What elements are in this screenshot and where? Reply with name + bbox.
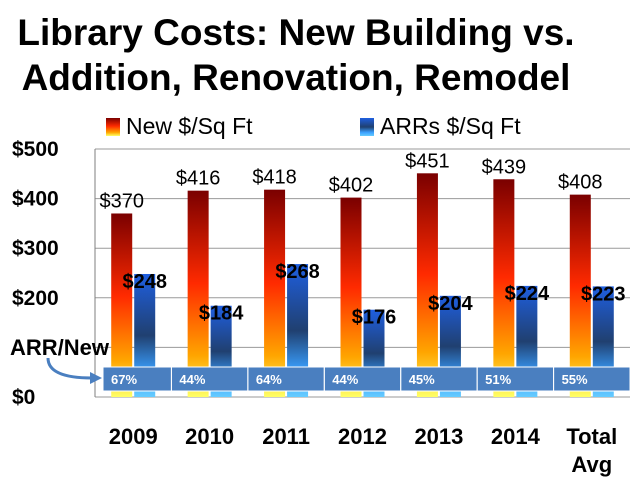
y-tick-label: $400 <box>12 188 59 211</box>
bar-new <box>187 190 209 397</box>
data-label-arr: $204 <box>428 293 473 315</box>
ratio-value: 45% <box>409 372 435 387</box>
data-label-new: $416 <box>176 168 221 190</box>
ratio-band: 67% 44% 64% 44% 45% 51% 55% <box>102 366 631 392</box>
data-label-arr: $184 <box>199 303 244 325</box>
ratio-cell <box>553 366 631 392</box>
ratio-value: 44% <box>332 372 358 387</box>
bar-new <box>569 194 591 397</box>
ratio-callout: ARR/New <box>10 335 110 384</box>
bar-new <box>416 173 438 397</box>
legend-swatch-new <box>106 118 120 136</box>
data-label-arr: $176 <box>352 307 397 329</box>
legend-label-arr: ARRs $/Sq Ft <box>380 113 521 139</box>
chart-title: Library Costs: New Building vs. Addition… <box>17 12 574 98</box>
x-tick-label: 2009 <box>109 424 158 449</box>
y-tick-label: $500 <box>12 138 59 161</box>
ratio-value: 44% <box>179 372 205 387</box>
bar-new <box>340 197 362 397</box>
x-tick-label: 2011 <box>262 424 310 449</box>
data-label-new: $370 <box>99 190 144 212</box>
data-label-arr: $268 <box>275 261 320 283</box>
data-label-new: $451 <box>405 150 450 172</box>
data-label-new: $402 <box>329 175 374 197</box>
bar-new <box>111 213 133 397</box>
y-tick-label: $200 <box>12 287 59 310</box>
data-label-arr: $224 <box>505 283 550 305</box>
legend-label-new: New $/Sq Ft <box>126 113 253 139</box>
title-line-2: Addition, Renovation, Remodel <box>22 57 571 98</box>
ratio-band-bg <box>103 367 630 391</box>
title-line-1: Library Costs: New Building vs. <box>17 12 574 53</box>
data-labels: $370 $248 $416 $184 $418 $268 $402 $176 $451 $204… <box>99 150 625 328</box>
legend-swatch-arr <box>360 118 374 136</box>
ratio-value: 51% <box>485 372 511 387</box>
x-tick-label: 2012 <box>338 424 387 449</box>
gridlines <box>95 148 630 398</box>
y-tick-label: $0 <box>12 386 35 409</box>
x-tick-label: 2013 <box>414 424 463 449</box>
callout-arrowhead <box>90 372 102 384</box>
data-label-arr: $223 <box>581 283 626 305</box>
ratio-value: 67% <box>111 372 137 387</box>
bar-arr <box>134 273 156 397</box>
ratio-callout-label: ARR/New <box>10 335 110 360</box>
x-tick-label: 2014 <box>491 424 541 449</box>
bar-new <box>493 179 515 397</box>
bars <box>111 173 614 397</box>
y-axis: $0 $200 $300 $400 $500 <box>12 138 96 409</box>
ratio-value: 55% <box>562 372 588 387</box>
callout-arrow <box>46 357 93 380</box>
data-label-new: $408 <box>558 172 603 194</box>
data-label-new: $439 <box>482 156 527 178</box>
data-label-arr: $248 <box>122 271 167 293</box>
ratio-value: 64% <box>256 372 282 387</box>
y-tick-label: $300 <box>12 237 59 260</box>
x-tick-label: Total Avg <box>566 424 617 477</box>
data-label-new: $418 <box>252 167 297 189</box>
bar-arr <box>287 264 309 397</box>
x-tick-label: 2010 <box>185 424 234 449</box>
legend: New $/Sq Ft ARRs $/Sq Ft <box>106 113 521 139</box>
x-axis: 2009 2010 2011 2012 2013 2014 Total Avg <box>109 424 618 477</box>
bar-new <box>264 189 286 397</box>
